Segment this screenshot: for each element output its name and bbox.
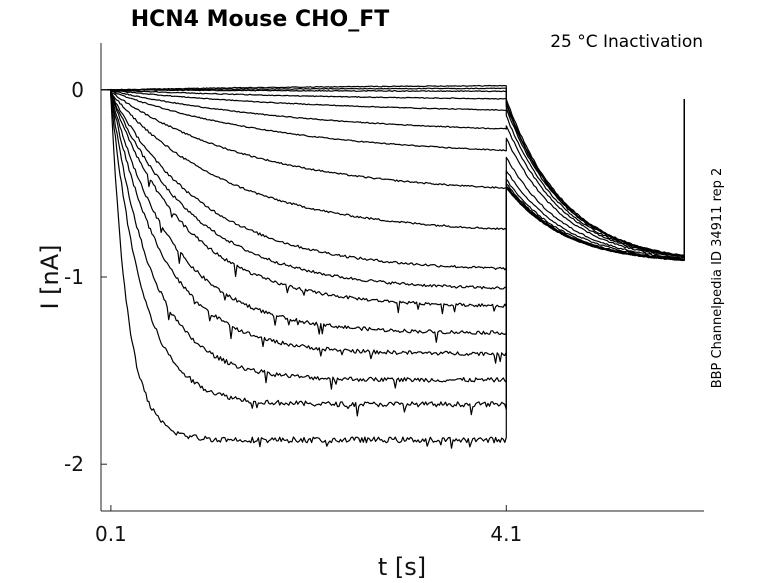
x-axis-label: t [s]: [378, 553, 426, 581]
y-axis-label: I [nA]: [36, 244, 64, 309]
current-trace-11: [101, 89, 685, 290]
y-tick-label: -1: [64, 265, 84, 289]
current-trace-7: [101, 89, 685, 259]
x-tick-label: 0.1: [95, 522, 127, 546]
current-trace-14: [101, 89, 685, 364]
y-tick-label: -2: [64, 452, 84, 476]
y-tick-label: 0: [71, 78, 84, 102]
axes: [100, 43, 704, 512]
current-traces: [101, 84, 685, 449]
current-trace-5: [101, 89, 685, 258]
channelpedia-id-label: BBP Channelpedia ID 34911 rep 2: [710, 168, 725, 389]
current-trace-3: [101, 88, 685, 257]
current-trace-17: [101, 89, 685, 449]
current-trace-4: [101, 89, 685, 258]
current-trace-6: [101, 89, 685, 258]
current-trace-13: [101, 89, 685, 343]
current-trace-12: [101, 89, 685, 315]
current-trace-9: [101, 89, 685, 261]
y-ticks: 0 -1 -2: [64, 78, 107, 476]
current-trace-16: [101, 89, 685, 417]
chart-title: HCN4 Mouse CHO_FT: [131, 7, 390, 32]
x-tick-label: 4.1: [490, 522, 522, 546]
current-trace-8: [101, 89, 685, 259]
temperature-protocol-annotation: 25 °C Inactivation: [550, 32, 703, 52]
x-ticks: 0.1 4.1: [95, 505, 522, 546]
current-trace-10: [101, 89, 685, 271]
